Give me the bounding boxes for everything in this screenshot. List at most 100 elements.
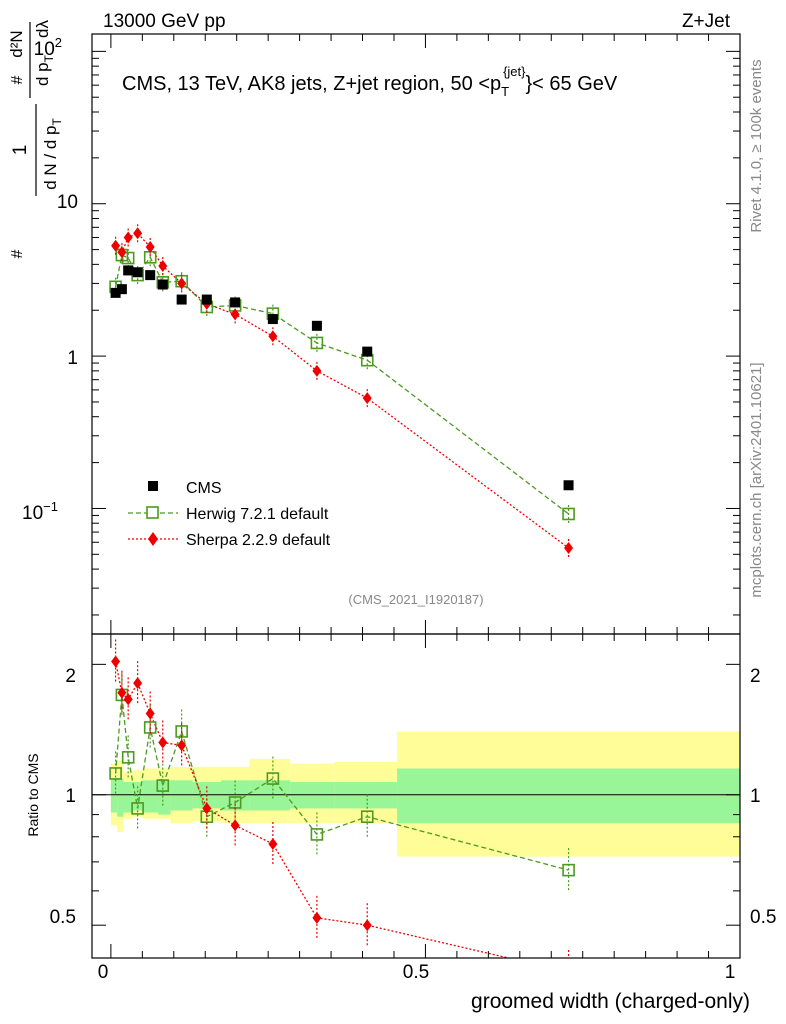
main-panel-content [109,224,575,558]
band-inner-2 [123,782,133,813]
ytick-0.1: 10−1 [22,499,58,524]
ratio-panel-content [92,639,740,978]
band-inner-1 [117,778,124,817]
sherpa-ratio-point-4 [145,707,155,720]
herwig-ratio-point-9 [266,772,280,785]
xtick-0.5: 0.5 [403,962,429,983]
cms-point-7 [201,294,212,305]
sherpa-point-10 [312,364,322,377]
ylabel-d2n: d²N [7,30,26,57]
ratio-uncertainty-bands [110,731,740,857]
ytick-100: 102 [34,35,62,60]
ratio-ytick-1-left: 1 [65,786,76,807]
xtick-1: 1 [725,962,736,983]
herwig-point-4 [143,251,157,264]
xtick-0: 0 [98,962,109,983]
legend-label-herwig: Herwig 7.2.1 default [186,506,329,523]
ylabel-hash-2: # [9,75,26,84]
ratio-ytick-05-right: 0.5 [750,907,776,928]
sherpa-point-2 [123,231,133,244]
herwig-point-12 [562,507,575,521]
ylabel-hash-1: # [9,249,26,258]
cms-point-12 [563,480,574,491]
cms-point-4 [145,270,156,281]
cms-point-9 [267,314,278,325]
sherpa-ratio-point-8 [230,819,240,832]
ylabel-dl: dλ [33,20,52,38]
cms-point-0 [110,287,121,298]
band-inner-6 [170,780,193,811]
ytick-1: 1 [67,348,78,369]
herwig-ratio-point-10 [310,828,324,841]
rivet-version-label: Rivet 4.1.0, ≥ 100k events [748,59,765,232]
sherpa-ratio-point-7 [202,802,212,815]
ylabel-frac-top: 1 [10,145,31,156]
analysis-id: (CMS_2021_I1920187) [348,592,483,607]
sherpa-point-1 [117,246,127,259]
sherpa-point-3 [133,227,143,240]
sherpa-ratio-point-1 [117,686,127,699]
herwig-point-10 [310,336,324,350]
cms-point-5 [157,279,168,290]
ratio-frame [91,633,741,959]
energy-label: 13000 GeV pp [103,11,226,32]
axes-frames [91,33,741,959]
ylabel-frac-bottom: d N / d pT [41,118,64,190]
cms-point-10 [311,320,322,331]
ratio-ytick-1-right: 1 [750,786,761,807]
sherpa-ratio-point-5 [158,736,168,749]
sherpa-ratio-point-11 [362,919,372,932]
sherpa-point-9 [268,330,278,343]
herwig-ratio-point-2 [121,751,135,764]
sherpa-point-4 [145,241,155,254]
cms-point-11 [362,346,373,357]
sherpa-point-6 [177,277,187,290]
band-inner-4 [142,780,159,813]
sherpa-ratio-point-9 [268,837,278,850]
cms-point-3 [132,267,143,278]
sherpa-ratio-point-12 [564,966,573,978]
legend-label-sherpa: Sherpa 2.2.9 default [186,532,331,549]
sherpa-ratio-point-6 [177,739,187,752]
sherpa-ratio-point-3 [133,677,143,690]
legend-marker-herwig [146,506,159,519]
herwig-ratio-point-11 [360,810,374,823]
band-inner-12 [397,768,740,824]
process-label: Z+Jet [682,11,731,32]
herwig-ratio-point-8 [228,796,242,809]
sherpa-point-0 [111,239,121,252]
legend: CMS Herwig 7.2.1 default Sherpa 2.2.9 de… [128,480,331,549]
sherpa-point-5 [158,260,168,273]
legend-marker-cms [148,481,158,491]
band-inner-9 [249,780,291,811]
plot-title: CMS, 13 TeV, AK8 jets, Z+jet region, 50 … [122,64,618,99]
sherpa-ratio-point-2 [123,693,133,706]
ytick-10: 10 [57,192,78,213]
cms-point-1 [116,284,127,295]
sherpa-point-12 [564,542,574,555]
herwig-ratio-point-0 [109,767,122,780]
ratio-ytick-05-left: 0.5 [50,907,76,928]
cms-point-6 [176,294,187,305]
cms-point-8 [230,297,241,308]
herwig-ratio-point-3 [131,802,144,815]
legend-label-cms: CMS [186,480,222,497]
legend-marker-sherpa [148,532,158,546]
cms-point-2 [123,265,134,276]
main-ylabel: 1 d N / d pT # # d²N d pT dλ [7,20,64,259]
ratio-ylabel: Ratio to CMS [25,753,41,836]
herwig-point-2 [121,251,135,265]
sherpa-ratio-point-0 [111,655,121,668]
mcplots-label: mcplots.cern.ch [arXiv:2401.10621] [748,362,765,597]
ratio-clipped-group [109,639,575,978]
herwig-ratio-point-12 [562,863,575,877]
sherpa-point-8 [230,308,240,321]
sherpa-point-11 [362,392,372,405]
ylabel-dpt: d pT [33,54,56,86]
band-inner-0 [110,778,118,813]
ratio-ytick-2-left: 2 [65,666,76,687]
herwig-ratio-point-5 [156,779,170,792]
ratio-ytick-2-right: 2 [750,666,761,687]
x-axis-label: groomed width (charged-only) [471,990,750,1013]
